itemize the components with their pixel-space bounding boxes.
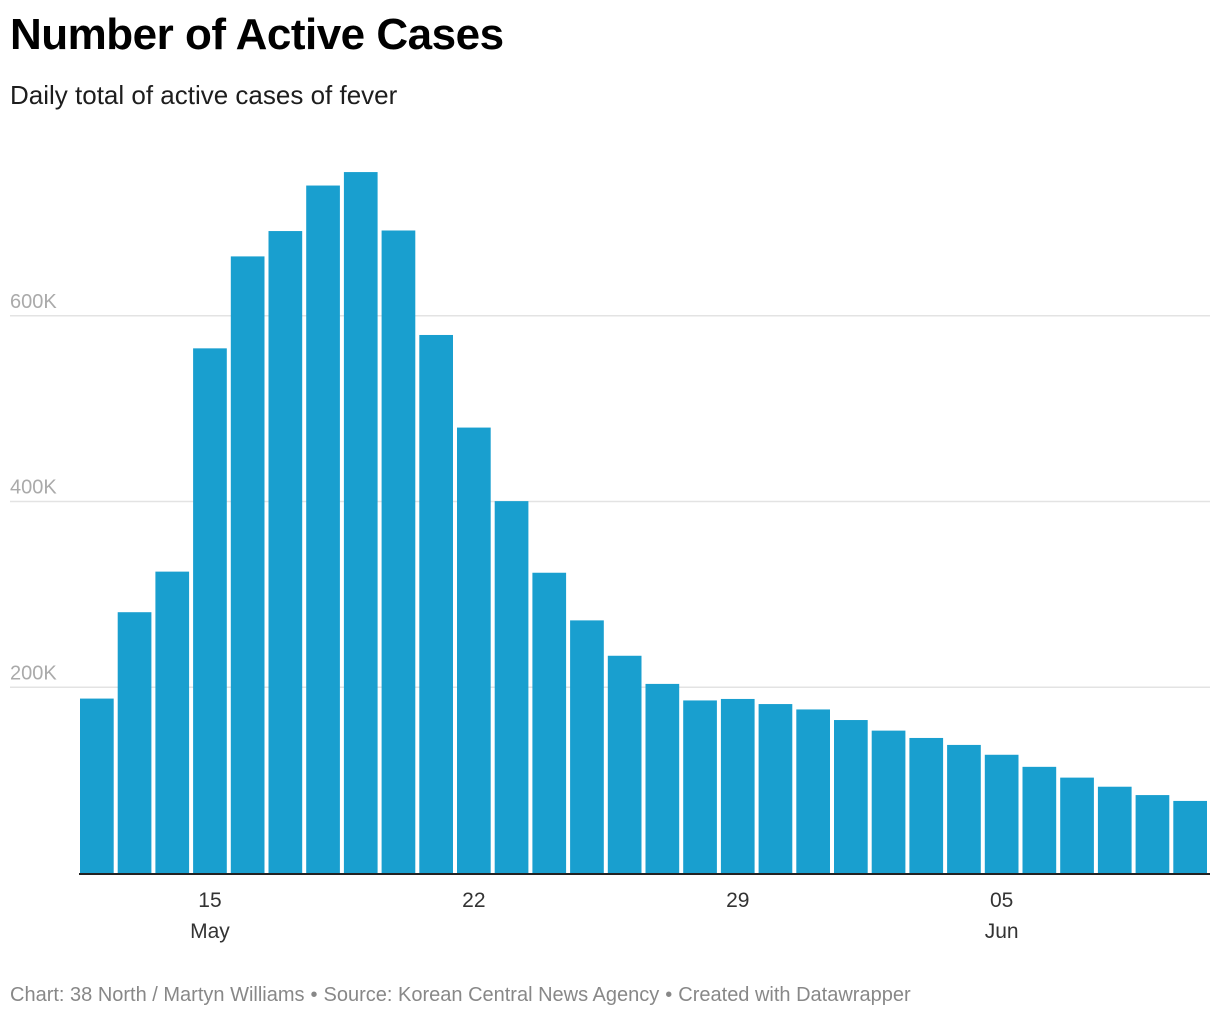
bar <box>796 709 830 873</box>
bar <box>1022 766 1057 873</box>
bar <box>117 612 152 873</box>
gridlines: 200K 400K 600K <box>10 291 1210 688</box>
bar <box>570 620 604 873</box>
bar <box>947 744 981 873</box>
bar <box>984 754 1019 873</box>
bar <box>343 172 378 873</box>
created-with: Created with Datawrapper <box>678 984 911 1006</box>
source-credit: Source: Korean Central News Agency <box>323 984 660 1006</box>
bar <box>683 700 717 873</box>
bar <box>155 571 190 873</box>
bar <box>1060 777 1094 873</box>
x-axis-ticks: 15 May 22 29 05 Jun <box>190 889 1018 943</box>
y-tick-label: 200K <box>10 662 57 684</box>
chart-subtitle: Daily total of active cases of fever <box>10 80 398 110</box>
bar <box>834 720 868 873</box>
bar <box>494 501 529 873</box>
footer: Chart: 38 North / Martyn Williams • Source… <box>10 984 911 1006</box>
bar <box>532 572 567 873</box>
chart-credit: Chart: 38 North / Martyn Williams <box>10 984 305 1006</box>
x-month-label: Jun <box>985 920 1019 943</box>
bar <box>230 256 265 874</box>
bars <box>80 172 1207 874</box>
bar <box>758 704 793 873</box>
x-month-label: May <box>190 920 230 943</box>
bar <box>457 427 491 873</box>
x-tick-label: 22 <box>462 889 485 912</box>
y-tick-label: 600K <box>10 291 57 313</box>
bar <box>607 655 642 873</box>
bar <box>909 737 944 873</box>
x-tick-label: 05 <box>990 889 1013 912</box>
bar <box>306 185 340 873</box>
chart-title: Number of Active Cases <box>10 10 504 59</box>
bar <box>80 698 114 873</box>
bar <box>1173 800 1207 873</box>
bar <box>871 730 906 873</box>
bar <box>419 334 453 874</box>
bar <box>645 683 680 873</box>
bar <box>1097 786 1132 873</box>
bar <box>193 348 227 873</box>
x-tick-label: 15 <box>198 889 221 912</box>
x-tick-label: 29 <box>726 889 749 912</box>
bar <box>381 230 416 874</box>
bar <box>268 231 303 874</box>
bar <box>720 698 755 873</box>
bar <box>1135 795 1170 873</box>
y-tick-label: 400K <box>10 477 57 499</box>
